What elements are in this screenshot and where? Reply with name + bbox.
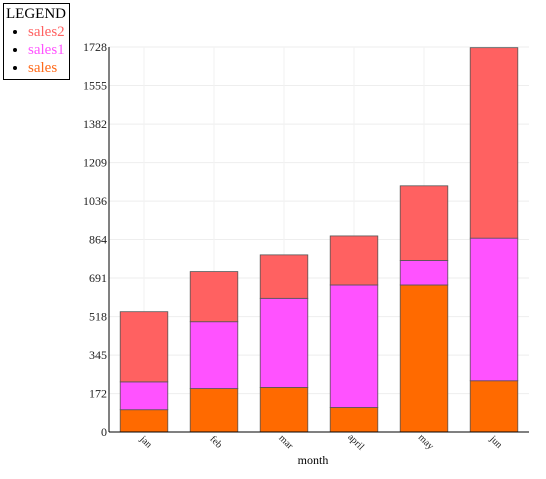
x-tick-label: feb [207,434,224,451]
bar-sales1-feb [189,321,239,389]
x-axis-title: month [298,453,329,467]
x-tick-label: jun [487,433,505,451]
bars-layer [119,47,519,433]
bar-sales1-april [329,284,379,408]
y-tick-label: 1382 [83,117,107,131]
x-tick-label: april [345,432,366,453]
y-tick-label: 518 [89,310,107,324]
bar-sales-april [329,407,379,433]
legend-label-sales: sales [28,60,58,76]
y-tick-label: 1209 [83,156,107,170]
y-tick-label: 1728 [83,40,107,54]
legend-label-sales1: sales1 [28,42,65,58]
y-tick-label: 345 [89,348,107,362]
y-tick-label: 1555 [83,79,107,93]
x-tick-label: may [416,432,436,452]
y-tick-label: 691 [89,271,107,285]
bar-sales-jan [119,409,169,433]
bar-sales1-jun [469,237,519,382]
y-tick-label: 1036 [83,194,107,208]
bar-sales2-mar [259,254,309,299]
bar-sales1-mar [259,297,309,388]
y-tick-label: 864 [89,233,107,247]
bar-sales2-jun [469,47,519,239]
legend-list: sales2 sales1 sales [6,23,66,77]
legend-item-sales1: sales1 [28,41,66,59]
legend-title: LEGEND [6,6,66,22]
bar-sales-feb [189,388,239,433]
bar-sales1-jan [119,381,169,411]
grid-layer [109,46,529,433]
bar-sales-jun [469,380,519,433]
axes-layer: 0 172 345 518 691 864 1036 1209 1382 1555 1728 jan f… [83,40,529,453]
bar-sales2-april [329,235,379,286]
legend-label-sales2: sales2 [28,24,65,40]
bar-sales2-feb [189,271,239,323]
legend-box: LEGEND sales2 sales1 sales [3,3,70,80]
bar-sales2-jan [119,311,169,383]
bar-sales2-may [399,185,449,261]
bar-sales-may [399,284,449,433]
bar-sales1-may [399,260,449,286]
x-tick-label: jan [137,433,154,450]
legend-item-sales2: sales2 [28,23,66,41]
bar-sales-mar [259,387,309,433]
y-tick-label: 172 [89,387,107,401]
x-tick-label: mar [276,433,295,452]
y-tick-label: 0 [101,425,107,439]
legend-item-sales: sales [28,59,66,77]
